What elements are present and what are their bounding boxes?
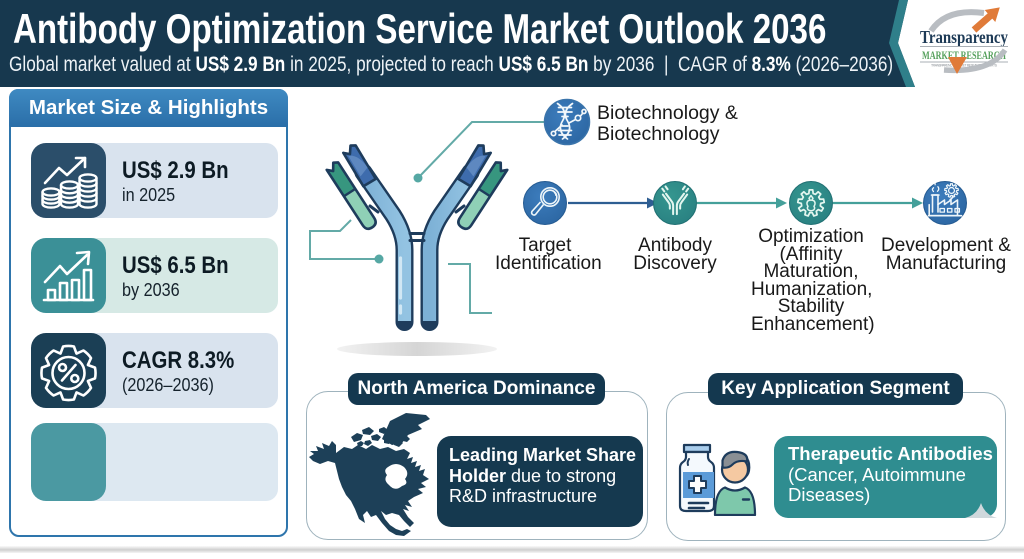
svg-text:TRANSPARENCY MARKET RESEARCH R: TRANSPARENCY MARKET RESEARCH REPORTS <box>931 64 998 68</box>
svg-text:Transparency: Transparency <box>920 27 1008 47</box>
svg-text:MARKET RESEARCH: MARKET RESEARCH <box>922 48 1006 62</box>
